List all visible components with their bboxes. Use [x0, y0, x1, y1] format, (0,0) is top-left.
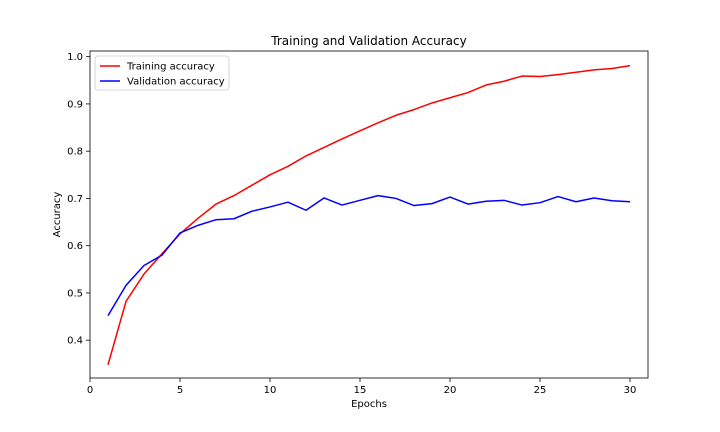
x-tick-label: 20 — [444, 385, 457, 396]
y-tick-label: 0.6 — [67, 241, 83, 252]
x-tick-label: 25 — [534, 385, 547, 396]
legend-label: Validation accuracy — [127, 77, 225, 88]
legend-box — [94, 55, 230, 91]
y-tick-label: 0.7 — [67, 194, 83, 205]
x-tick-label: 15 — [354, 385, 367, 396]
x-tick-label: 10 — [264, 385, 277, 396]
chart-title: Training and Validation Accuracy — [270, 34, 466, 48]
series-line-training — [107, 64, 631, 365]
legend-label: Training accuracy — [126, 62, 215, 73]
plot-area-frame — [89, 50, 649, 379]
series-line-validation — [107, 194, 631, 317]
y-tick-label: 1.0 — [67, 52, 83, 63]
x-tick-label: 0 — [87, 385, 93, 396]
y-tick-label: 0.4 — [67, 336, 83, 347]
x-tick-label: 5 — [177, 385, 183, 396]
y-tick-label: 0.5 — [67, 288, 83, 299]
legend: Training accuracy Validation accuracy — [94, 55, 230, 91]
y-axis-label: Accuracy — [52, 192, 63, 238]
x-tick-label: 30 — [624, 385, 637, 396]
y-tick-label: 0.9 — [67, 99, 83, 110]
x-axis-label: Epochs — [351, 399, 387, 410]
y-tick-label: 0.8 — [67, 147, 83, 158]
